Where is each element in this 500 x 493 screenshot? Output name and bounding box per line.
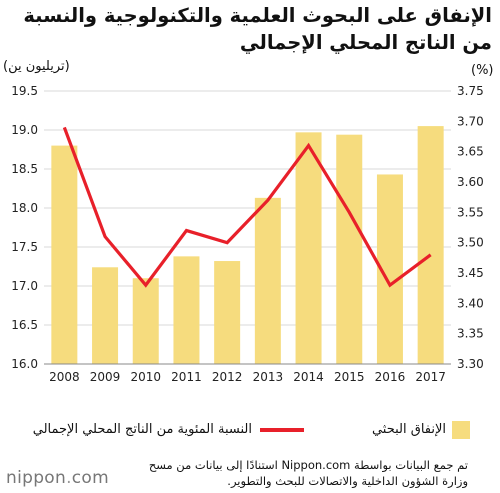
logo-dot: .	[66, 468, 72, 488]
bar	[51, 145, 78, 364]
logo-main: nippon	[6, 468, 67, 488]
y-left-tick-label: 16.5	[11, 318, 38, 332]
y-left-tick-label: 17.0	[11, 279, 38, 293]
y-left-tick-label: 19.0	[11, 123, 38, 137]
y-left-tick-label: 16.0	[11, 357, 38, 371]
bar	[336, 134, 363, 364]
right-axis-unit: (%)	[471, 63, 494, 78]
y-right-tick-label: 3.60	[457, 175, 484, 189]
x-tick-label: 2012	[212, 370, 243, 384]
series-line	[62, 126, 432, 288]
x-tick-label: 2015	[334, 370, 365, 384]
y-right-tick-label: 3.50	[457, 236, 484, 250]
source-line-1: تم جمع البيانات بواسطة Nippon.com استناد…	[148, 458, 468, 472]
legend-bar-swatch	[452, 420, 470, 439]
bar	[254, 197, 281, 364]
y-right-tick-label: 3.30	[457, 357, 484, 371]
y-right-tick-label: 3.70	[457, 114, 484, 128]
y-left-tick-label: 18.0	[11, 201, 38, 215]
logo-tld: com	[71, 468, 109, 488]
legend-item-line: النسبة المئوية من الناتج المحلي الإجمالي	[33, 420, 304, 440]
bar	[417, 126, 444, 364]
y-right-tick-label: 3.40	[457, 296, 484, 310]
chart-canvas: 16.0 16.5 17.0 17.5 18.0 18.5 19.0 19.5 3.30 3.35…	[11, 84, 484, 384]
source-line-2: وزارة الشؤون الداخلية والاتصالات للبحث و…	[227, 474, 468, 488]
chart-title: الإنفاق على البحوث العلمية والتكنولوجية …	[23, 4, 492, 54]
x-tick-label: 2009	[90, 370, 121, 384]
bar	[132, 278, 159, 364]
bar	[295, 132, 322, 364]
legend: الإنفاق البحثي النسبة المئوية من الناتج …	[0, 420, 500, 442]
bar	[173, 256, 200, 364]
nippon-logo: nippon.com	[6, 468, 109, 488]
y-left-tick-label: 18.5	[11, 162, 38, 176]
y-right-tick-label: 3.35	[457, 327, 484, 341]
x-tick-label: 2017	[415, 370, 446, 384]
y-right-tick-label: 3.45	[457, 266, 484, 280]
x-tick-label: 2010	[130, 370, 161, 384]
legend-item-bar: الإنفاق البحثي	[372, 420, 470, 440]
x-tick-label: 2008	[49, 370, 80, 384]
bar	[214, 261, 241, 364]
x-tick-label: 2011	[171, 370, 202, 384]
y-right-tick-label: 3.75	[457, 84, 484, 98]
x-tick-label: 2014	[293, 370, 324, 384]
legend-bar-label: الإنفاق البحثي	[371, 422, 446, 437]
y-right-tick-label: 3.65	[457, 145, 484, 159]
x-tick-label: 2013	[253, 370, 284, 384]
y-left-tick-label: 19.5	[11, 84, 38, 98]
legend-line-label: النسبة المئوية من الناتج المحلي الإجمالي	[32, 422, 252, 437]
x-tick-label: 2016	[375, 370, 406, 384]
legend-line-swatch	[260, 427, 304, 432]
bar	[92, 267, 119, 364]
y-left-tick-label: 17.5	[11, 240, 38, 254]
source-note: تم جمع البيانات بواسطة Nippon.com استناد…	[88, 457, 468, 489]
left-axis-unit: (تريليون ين)	[3, 59, 70, 74]
y-right-tick-label: 3.55	[457, 205, 484, 219]
